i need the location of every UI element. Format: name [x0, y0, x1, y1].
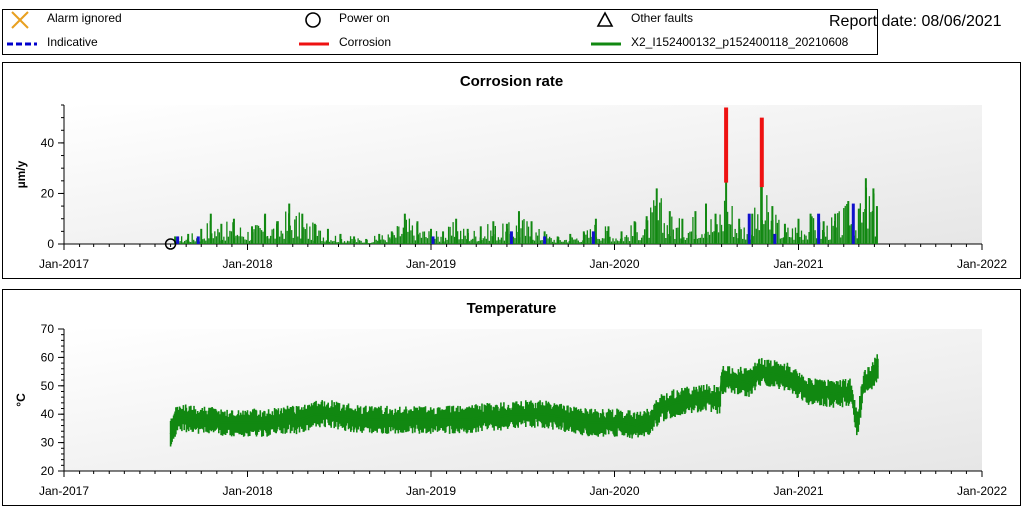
legend-label: Other faults: [631, 11, 694, 25]
y-tick-label: 60: [41, 350, 55, 364]
temperature-chart: 20 30 40 50 60 70 Jan-2017 Jan-2018 Jan-2019 Jan-…: [14, 322, 1007, 498]
legend-label: X2_I152400132_p152400118_20210608: [631, 35, 849, 49]
temperature-line: [169, 365, 879, 435]
triangle-icon: [596, 11, 614, 27]
y-tick-label: 70: [41, 322, 55, 336]
corrosion-rate-panel: Corrosion rate 0 20 40 Jan-2017 Jan-2018 Jan-…: [2, 62, 1021, 279]
y-tick-label: 50: [41, 379, 55, 393]
x-tick-label: Jan-2018: [222, 257, 272, 271]
x-tick-label: Jan-2020: [589, 484, 639, 498]
solid-line-icon: [299, 42, 329, 46]
circle-icon: [305, 12, 321, 28]
x-tick-label: Jan-2021: [773, 257, 823, 271]
report-date: Report date: 08/06/2021: [829, 13, 1002, 30]
y-axis-label: µm/y: [14, 160, 28, 188]
x-tick-label: Jan-2017: [39, 257, 89, 271]
chart-title: Temperature: [466, 300, 557, 317]
legend-label: Alarm ignored: [47, 11, 122, 25]
y-tick-label: 30: [41, 436, 55, 450]
dashed-line-icon: [7, 42, 37, 46]
y-axis-label: °C: [14, 393, 28, 407]
temperature-panel: Temperature 20 30 40 50 60 70 Jan-2017 Jan-2018…: [2, 289, 1021, 506]
x-tick-label: Jan-2022: [957, 257, 1007, 271]
legend: Alarm ignored Power on Other faults Indi…: [2, 9, 878, 55]
y-tick-label: 40: [41, 136, 55, 150]
x-tick-label: Jan-2017: [39, 484, 89, 498]
x-tick-label: Jan-2022: [957, 484, 1007, 498]
legend-label: Power on: [339, 11, 390, 25]
y-tick-label: 40: [41, 407, 55, 421]
legend-label: Indicative: [47, 35, 98, 49]
chart-title: Corrosion rate: [459, 73, 564, 90]
solid-line-icon: [591, 42, 621, 46]
y-tick-label: 20: [41, 186, 55, 200]
power-on-marker: [164, 238, 177, 250]
x-tick-label: Jan-2020: [589, 257, 639, 271]
x-tick-label: Jan-2018: [222, 484, 272, 498]
y-tick-label: 20: [41, 464, 55, 478]
x-tick-label: Jan-2021: [773, 484, 823, 498]
x-tick-label: Jan-2019: [406, 484, 456, 498]
x-cross-icon: [11, 11, 29, 29]
legend-label: Corrosion: [339, 35, 392, 49]
corrosion-rate-chart: 0 20 40 Jan-2017 Jan-2018 Jan-2019 Jan-2020 Jan…: [14, 104, 1007, 271]
y-tick-label: 0: [47, 237, 54, 251]
x-tick-label: Jan-2019: [406, 257, 456, 271]
